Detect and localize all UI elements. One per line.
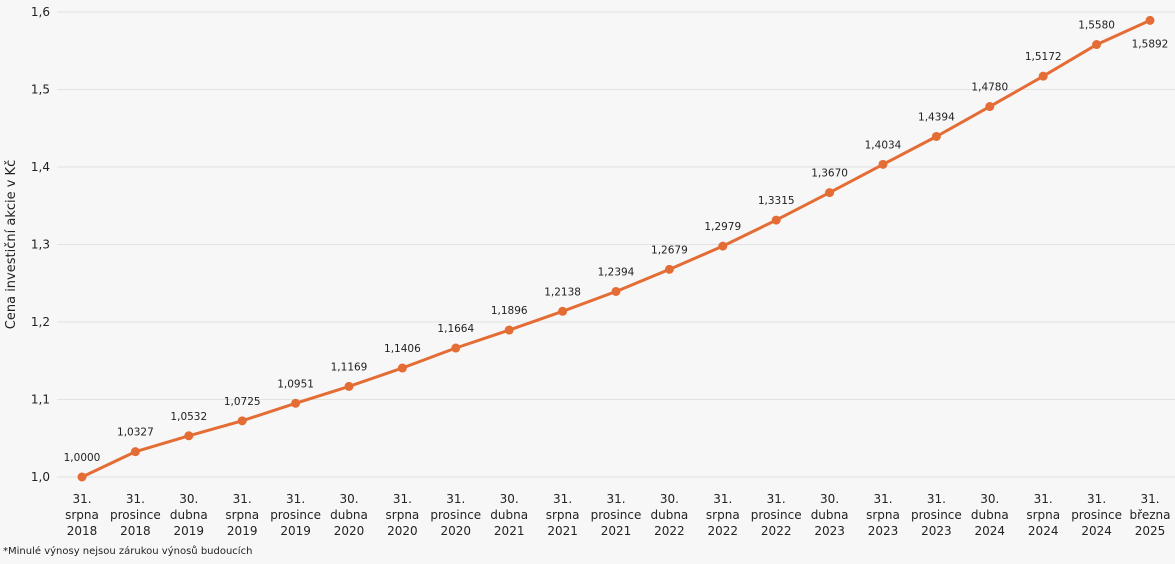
y-tick-label: 1,2 xyxy=(31,315,50,329)
data-label: 1,2979 xyxy=(704,221,741,233)
data-point xyxy=(985,102,995,112)
data-point xyxy=(825,188,835,198)
data-label: 1,4394 xyxy=(918,111,955,123)
data-point xyxy=(771,215,781,225)
data-label: 1,1406 xyxy=(384,343,421,355)
x-tick-label: 31. srpna 2018 xyxy=(65,492,99,538)
x-tick-label: 31. srpna 2024 xyxy=(1026,492,1060,538)
data-label: 1,1169 xyxy=(331,361,368,373)
x-tick-label: 31. srpna 2019 xyxy=(225,492,259,538)
x-tick-label: 31. prosince 2023 xyxy=(911,492,962,538)
data-point xyxy=(237,416,247,426)
data-label: 1,5580 xyxy=(1078,20,1115,32)
data-point xyxy=(718,241,728,251)
data-label: 1,1664 xyxy=(437,323,474,335)
x-tick-label: 30. dubna 2022 xyxy=(650,492,688,538)
data-label: 1,0532 xyxy=(170,411,207,423)
data-point xyxy=(504,325,514,335)
x-tick-label: 31. března 2025 xyxy=(1130,492,1171,538)
data-point xyxy=(1092,40,1102,50)
x-tick-label: 30. dubna 2023 xyxy=(811,492,849,538)
y-axis-label: Cena investiční akcie v Kč xyxy=(4,160,19,329)
data-label: 1,2394 xyxy=(598,266,635,278)
x-tick-label: 31. prosince 2018 xyxy=(110,492,161,538)
footnote: *Minulé výnosy nejsou zárukou výnosů bud… xyxy=(3,546,253,557)
x-tick-label: 30. dubna 2019 xyxy=(170,492,208,538)
data-label: 1,2679 xyxy=(651,244,688,256)
data-label: 1,0725 xyxy=(224,396,261,408)
x-tick-label: 31. srpna 2020 xyxy=(386,492,420,538)
data-point xyxy=(291,398,301,408)
data-point xyxy=(1145,15,1155,25)
x-tick-label: 30. dubna 2024 xyxy=(971,492,1009,538)
x-tick-label: 30. dubna 2021 xyxy=(490,492,528,538)
x-tick-label: 31. prosince 2021 xyxy=(591,492,642,538)
data-label: 1,1896 xyxy=(491,305,528,317)
data-labels: 1,0000 1,0327 1,0532 1,0725 1,0951 1,1169 1,14… xyxy=(64,20,1169,464)
data-point xyxy=(1038,71,1048,81)
y-tick-label: 1,0 xyxy=(31,470,50,484)
data-label: 1,3670 xyxy=(811,168,848,180)
y-tick-label: 1,4 xyxy=(31,160,50,174)
x-tick-label: 31. srpna 2021 xyxy=(546,492,580,538)
data-label: 1,4780 xyxy=(971,82,1008,94)
data-point xyxy=(344,381,354,391)
data-point xyxy=(184,431,194,441)
y-tick-label: 1,3 xyxy=(31,238,50,252)
data-label: 1,0327 xyxy=(117,427,154,439)
gridlines xyxy=(57,11,1175,478)
x-tick-label: 31. prosince 2022 xyxy=(751,492,802,538)
x-tick-label: 31. srpna 2022 xyxy=(706,492,740,538)
data-point xyxy=(558,306,568,316)
data-point xyxy=(130,447,140,457)
data-label: 1,2138 xyxy=(544,286,581,298)
y-tick-label: 1,6 xyxy=(31,5,50,19)
x-tick-label: 31. srpna 2023 xyxy=(866,492,900,538)
data-label: 1,3315 xyxy=(758,195,795,207)
data-point xyxy=(878,159,888,169)
data-label: 1,5172 xyxy=(1025,51,1062,63)
data-label: 1,0951 xyxy=(277,378,314,390)
x-tick-label: 31. prosince 2020 xyxy=(430,492,481,538)
y-axis: 1,0 1,1 1,2 1,3 1,4 1,5 1,6 xyxy=(31,5,50,484)
y-tick-label: 1,5 xyxy=(31,83,50,97)
x-tick-label: 31. prosince 2024 xyxy=(1071,492,1122,538)
y-tick-label: 1,1 xyxy=(31,393,50,407)
data-label: 1,5892 xyxy=(1132,38,1169,50)
x-tick-label: 30. dubna 2020 xyxy=(330,492,368,538)
data-point xyxy=(77,472,87,482)
data-point xyxy=(397,363,407,373)
data-label: 1,0000 xyxy=(64,452,101,464)
data-point xyxy=(664,264,674,274)
data-label: 1,4034 xyxy=(865,139,902,151)
data-point xyxy=(931,131,941,141)
data-points xyxy=(77,15,1155,482)
data-point xyxy=(611,286,621,296)
x-tick-label: 31. prosince 2019 xyxy=(270,492,321,538)
data-point xyxy=(451,343,461,353)
